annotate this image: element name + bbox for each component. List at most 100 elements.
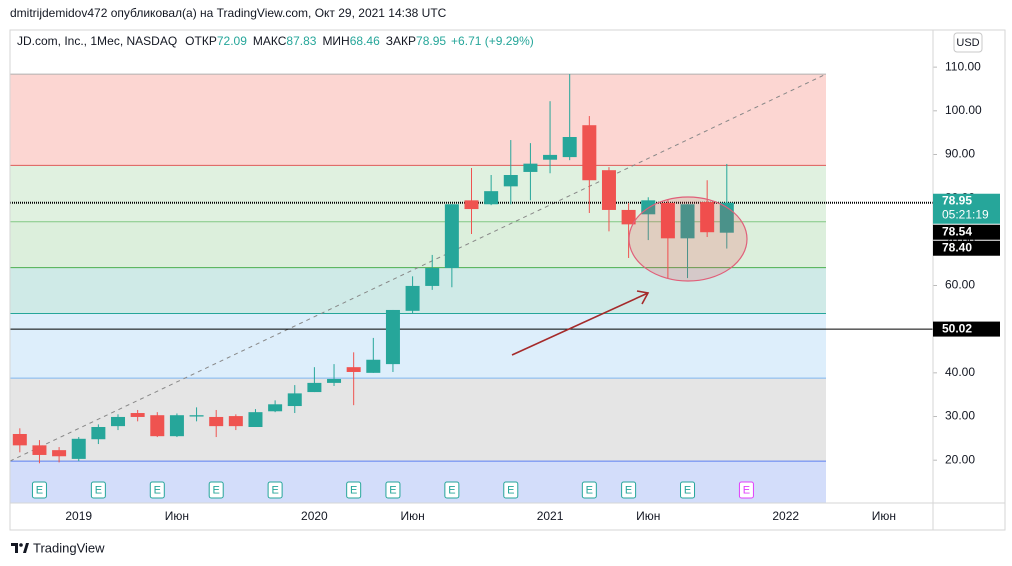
symbol: JD.com, Inc., 1Мес, NASDAQ [17,34,177,48]
earnings-badge [149,481,165,499]
earnings-label: E [271,484,278,496]
trend-line [9,73,827,462]
legend-low-label: МИН [322,34,349,48]
candle-body [248,412,263,428]
earnings-label: E [743,484,750,496]
price-label-box [933,321,1000,337]
candle-body [52,450,67,457]
candle-body [307,382,322,393]
candle-body [366,359,381,373]
y-tick-label: 100.00 [945,103,982,117]
brand: TradingView [33,540,105,555]
candle-body [503,175,518,187]
highlight-ellipse [628,196,748,282]
x-tick-label: 2022 [772,509,799,523]
earnings-label: E [586,484,593,496]
earnings-label: E [95,484,102,496]
x-tick-label: Июн [165,509,189,523]
candle-body [111,416,126,427]
legend-open: 72.09 [217,34,247,48]
earnings-label: E [448,484,455,496]
y-tick-label: 90.00 [945,147,975,161]
fib-band [10,313,826,379]
candle-body [444,204,459,269]
y-tick-label: 60.00 [945,278,975,292]
candle-body [228,416,243,427]
logo-mark [23,543,29,553]
candle-body [91,427,106,440]
candle-body [287,393,302,407]
candle-body [601,170,616,210]
arrow-shaft [511,292,649,356]
candle-body [562,137,577,158]
earnings-badge [581,481,597,499]
candle-body [523,163,538,172]
legend-close: 78.95 [416,34,446,48]
tv-logo [11,543,29,553]
legend: JD.com, Inc., 1Мес, NASDAQ ОТКР72.09 МАКС8… [17,34,534,48]
legend-change: +6.71 (+9.29%) [451,34,534,48]
legend-close-label: ЗАКР [386,34,416,48]
candle-body [346,367,361,372]
x-tick-label: Июн [872,509,896,523]
publish-line: dmitrijdemidov472 опубликовал(а) на Trad… [10,6,447,20]
candle-body [700,202,715,233]
candle-body [543,154,558,160]
candle-body [405,285,420,311]
currency-button[interactable] [953,32,983,53]
logo-dot [19,543,23,547]
price-label: 78.40 [942,240,972,254]
x-tick-label: 2021 [537,509,564,523]
candle-body [621,209,636,225]
y-tick-label: 20.00 [945,452,975,466]
earnings-badge [267,481,283,499]
candle-body [327,378,342,383]
logo-mark [11,543,18,553]
x-tick-label: 2019 [65,509,92,523]
candle-body [71,438,86,459]
earnings-label: E [389,484,396,496]
earnings-label: E [625,484,632,496]
earnings-badge [738,481,754,499]
candle-body [680,204,695,239]
fib-band [10,74,826,166]
candle-body [169,415,184,437]
price-label: 78.54 [942,224,972,238]
legend-high: 87.83 [286,34,316,48]
x-tick-label: Июн [400,509,424,523]
candle-body [582,125,597,181]
candle-body [484,191,499,205]
candle-body [660,202,675,239]
price-label-box [933,240,1000,256]
earnings-badge [90,481,106,499]
candle-body [150,415,165,437]
currency[interactable]: USD [956,37,979,49]
candle-body [32,445,47,455]
price-label: 50.02 [942,321,972,335]
candle-body [268,404,283,412]
x-tick-label: 2020 [301,509,328,523]
earnings-label: E [350,484,357,496]
legend-low: 68.46 [350,34,380,48]
legend-high-label: МАКС [253,34,287,48]
y-tick-label: 40.00 [945,365,975,379]
candle-body [425,268,440,286]
earnings-label: E [154,484,161,496]
candle-body [209,416,224,427]
earnings-badge [621,481,637,499]
price-label-timer: 05:21:19 [942,207,989,221]
x-tick-label: Июн [636,509,660,523]
earnings-badge [385,481,401,499]
y-tick-label: 30.00 [945,409,975,423]
candle-body [12,433,27,446]
price-label: 78.95 [942,193,972,207]
legend-open-label: ОТКР [185,34,217,48]
price-label-box [933,193,1000,224]
frame [9,29,1006,531]
candle-body [464,200,479,210]
candle-body [130,413,145,417]
earnings-label: E [36,484,43,496]
earnings-label: E [507,484,514,496]
